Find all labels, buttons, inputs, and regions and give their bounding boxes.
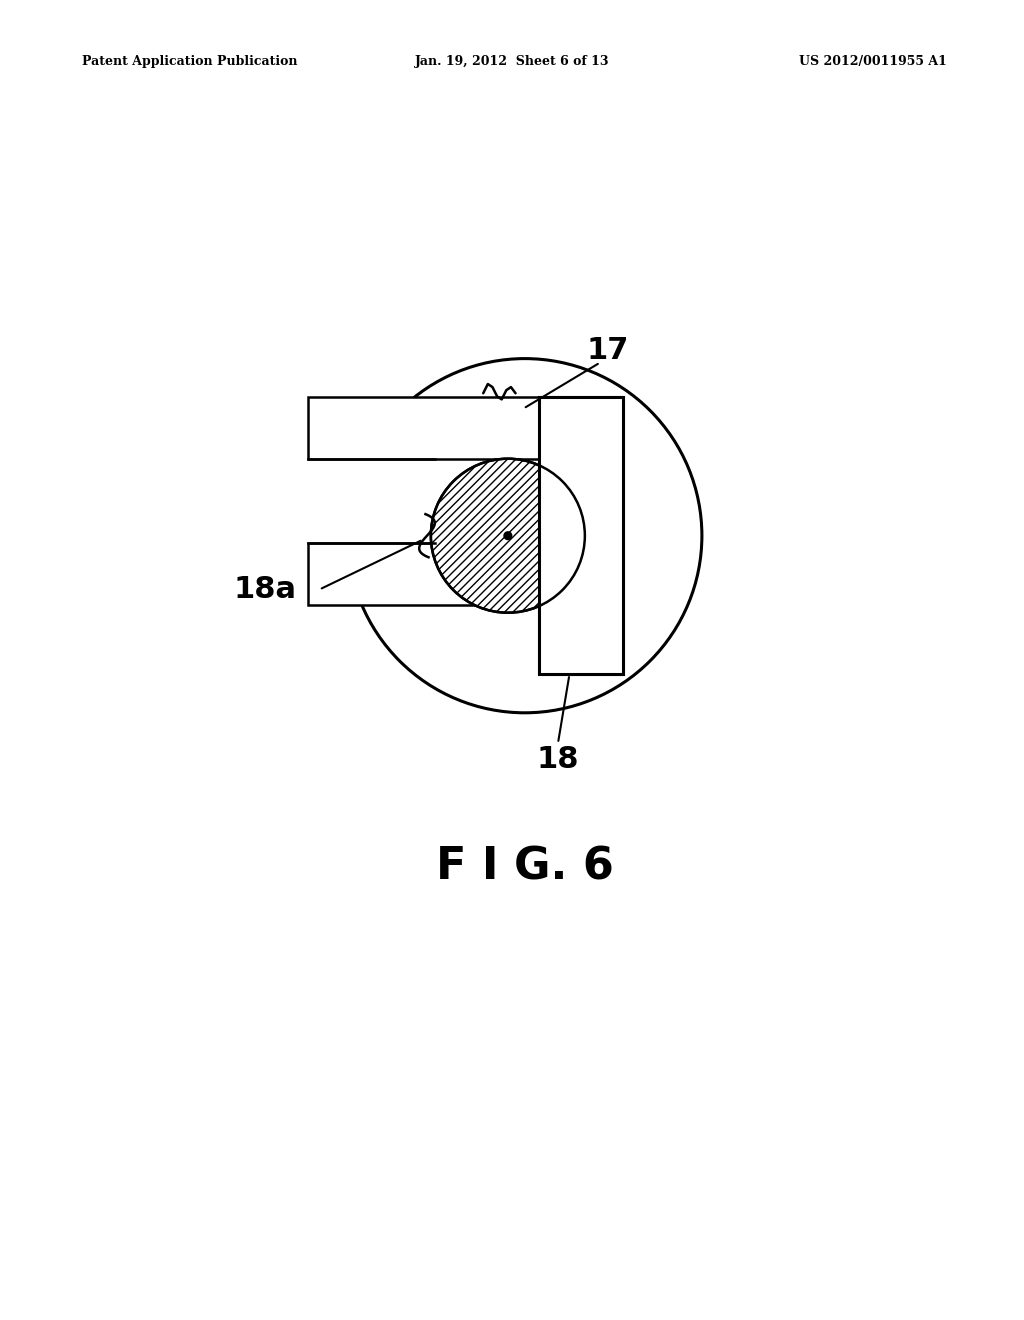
Text: Patent Application Publication: Patent Application Publication xyxy=(82,55,297,69)
Polygon shape xyxy=(307,459,539,544)
Polygon shape xyxy=(539,397,624,675)
Polygon shape xyxy=(307,397,539,459)
Circle shape xyxy=(504,532,512,540)
Text: 18: 18 xyxy=(537,744,580,774)
Text: F I G. 6: F I G. 6 xyxy=(436,845,613,888)
Polygon shape xyxy=(307,544,539,605)
Text: 17: 17 xyxy=(587,337,629,366)
Text: US 2012/0011955 A1: US 2012/0011955 A1 xyxy=(800,55,947,69)
Text: Jan. 19, 2012  Sheet 6 of 13: Jan. 19, 2012 Sheet 6 of 13 xyxy=(415,55,609,69)
Text: 18a: 18a xyxy=(233,576,297,605)
Circle shape xyxy=(431,459,585,612)
Polygon shape xyxy=(539,397,624,675)
